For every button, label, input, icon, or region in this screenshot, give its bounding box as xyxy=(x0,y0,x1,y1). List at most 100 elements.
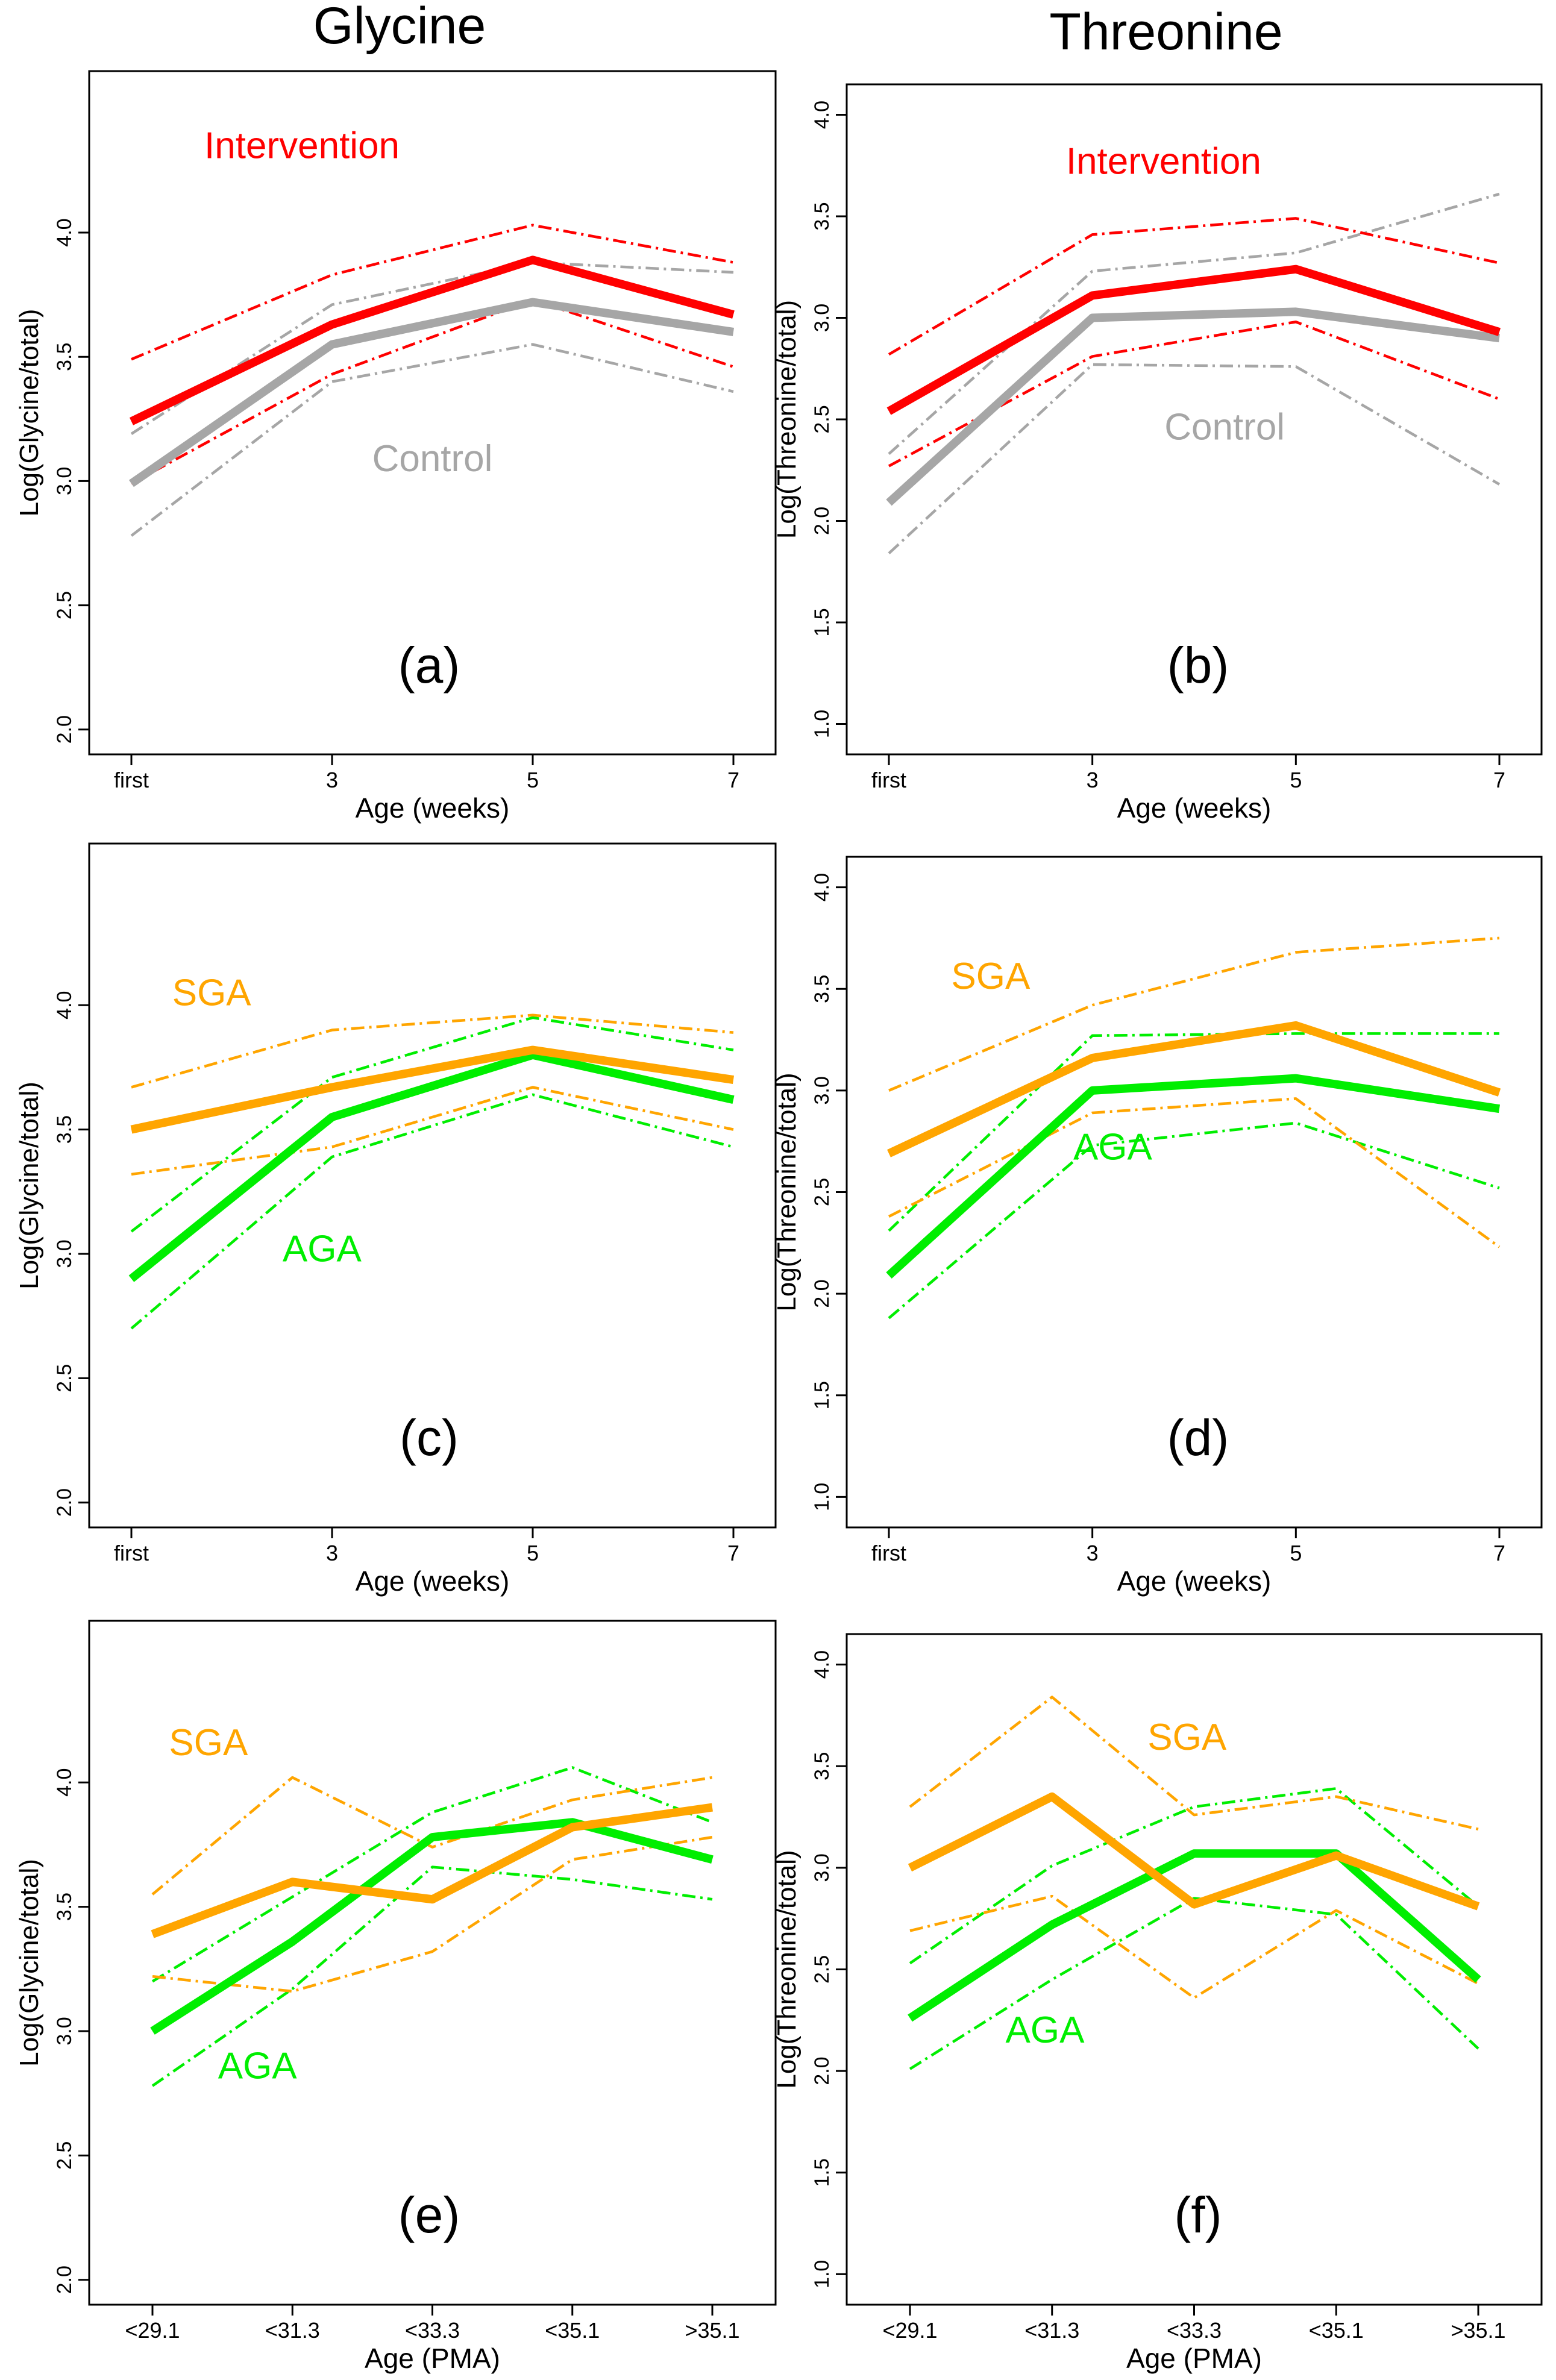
x-axis-title: Age (PMA) xyxy=(1126,2343,1262,2374)
series-aga-band xyxy=(909,1897,1479,2070)
column-title-threonine: Threonine xyxy=(1049,3,1282,61)
x-tick-label: 3 xyxy=(1087,1541,1099,1565)
series-aga-mean xyxy=(908,1849,1481,2022)
y-tick-label: 2.5 xyxy=(53,591,76,619)
series-aga-band xyxy=(130,1093,734,1330)
panel-label: (a) xyxy=(398,637,460,694)
series-sga-band xyxy=(131,1086,734,1176)
y-axis-title: Log(Glycine/total) xyxy=(14,309,44,517)
y-tick-label: 3.5 xyxy=(811,975,833,1003)
y-tick-label: 3.0 xyxy=(53,2017,76,2045)
annotation-sga: SGA xyxy=(169,1722,248,1764)
x-tick-label: 5 xyxy=(1290,768,1302,792)
series-sga-mean xyxy=(130,1045,735,1134)
y-tick-label: 3.0 xyxy=(53,467,76,495)
series-aga-mean xyxy=(128,1050,735,1282)
y-tick-label: 2.0 xyxy=(53,1488,76,1517)
annotation-aga: AGA xyxy=(218,2045,298,2087)
x-tick-label: <35.1 xyxy=(545,2318,600,2343)
y-tick-label: 2.0 xyxy=(53,2266,76,2294)
y-tick-label: 3.5 xyxy=(53,343,76,371)
x-tick-label: <31.3 xyxy=(265,2318,320,2343)
annotation-aga: AGA xyxy=(1005,2009,1085,2051)
annotation-control: Control xyxy=(1164,407,1285,448)
x-tick-label: first xyxy=(114,1541,149,1565)
annotation-control: Control xyxy=(372,438,493,480)
x-tick-label: >35.1 xyxy=(1451,2318,1505,2343)
annotation-intervention: Intervention xyxy=(204,125,400,166)
y-axis-title: Log(Threonine/total) xyxy=(772,300,802,539)
x-tick-label: 7 xyxy=(1493,768,1505,792)
panel-label: (d) xyxy=(1167,1409,1229,1466)
y-tick-label: 3.5 xyxy=(811,202,833,230)
series-intervention-band xyxy=(888,321,1500,468)
series-aga-mean xyxy=(150,1818,714,2035)
panels: 2.0 2.5 3.0 3.5 4.0 Log(Glycine/total) first 3 5… xyxy=(14,70,1543,2374)
annotation-aga: AGA xyxy=(283,1228,362,1270)
x-tick-label: 5 xyxy=(527,768,539,792)
series-control-band xyxy=(888,363,1501,555)
series-control-band xyxy=(888,192,1500,455)
y-tick-label: 4.0 xyxy=(53,218,76,246)
y-tick-label: 1.0 xyxy=(811,2260,833,2288)
y-tick-label: 1.5 xyxy=(811,608,833,636)
y-tick-label: 3.0 xyxy=(811,1076,833,1104)
y-tick-label: 2.5 xyxy=(811,1955,833,1984)
y-tick-label: 4.0 xyxy=(811,101,833,129)
y-tick-label: 2.5 xyxy=(53,1364,76,1392)
y-tick-label: 3.5 xyxy=(53,1115,76,1144)
x-tick-label: <29.1 xyxy=(125,2318,180,2343)
x-tick-label: <35.1 xyxy=(1309,2318,1364,2343)
series-sga-mean xyxy=(151,1803,713,1938)
x-tick-label: first xyxy=(114,768,149,792)
x-axis-title: Age (weeks) xyxy=(1117,1565,1272,1597)
y-tick-label: 2.0 xyxy=(811,1280,833,1308)
y-tick-label: 4.0 xyxy=(811,1650,833,1679)
series-sga-band xyxy=(909,1894,1479,1999)
x-tick-label: <33.3 xyxy=(1167,2318,1222,2343)
x-tick-label: <29.1 xyxy=(882,2318,937,2343)
series-aga-band xyxy=(151,1766,713,1983)
y-axis-title: Log(Glycine/total) xyxy=(14,1859,44,2067)
y-tick-label: 4.0 xyxy=(53,1768,76,1797)
y-tick-label: 2.5 xyxy=(53,2141,76,2170)
series-intervention-band xyxy=(131,224,734,361)
y-tick-label: 2.5 xyxy=(811,1178,833,1206)
y-tick-label: 4.0 xyxy=(811,873,833,901)
x-tick-label: <31.3 xyxy=(1024,2318,1079,2343)
y-tick-label: 1.0 xyxy=(811,710,833,738)
x-tick-label: first xyxy=(871,1541,906,1565)
series-sga-band xyxy=(152,1835,713,1993)
y-tick-label: 2.0 xyxy=(811,507,833,535)
y-tick-label: 3.5 xyxy=(811,1752,833,1780)
series-control-mean xyxy=(129,298,735,487)
panel-label: (b) xyxy=(1167,637,1229,694)
x-tick-label: first xyxy=(871,768,906,792)
y-tick-label: 2.0 xyxy=(811,2057,833,2085)
series-sga-band xyxy=(151,1776,713,1896)
y-tick-label: 4.0 xyxy=(53,991,76,1019)
series-sga-band xyxy=(888,1097,1501,1248)
x-axis-title: Age (PMA) xyxy=(365,2343,500,2374)
x-axis-title: Age (weeks) xyxy=(356,792,510,824)
panel-d: 1.0 1.5 2.0 2.5 3.0 3.5 4.0 Log(Threonine/total… xyxy=(772,856,1543,1597)
x-tick-label: >35.1 xyxy=(685,2318,739,2343)
x-axis-title: Age (weeks) xyxy=(1117,792,1272,824)
x-tick-label: 3 xyxy=(326,1541,338,1565)
panel-c: 2.0 2.5 3.0 3.5 4.0 Log(Glycine/total) first 3 5… xyxy=(14,842,777,1597)
series-control-mean xyxy=(886,307,1500,506)
series-intervention-band xyxy=(888,217,1500,356)
x-tick-label: 5 xyxy=(527,1541,539,1565)
panel-e: 2.0 2.5 3.0 3.5 4.0 Log(Glycine/total) <29.1 <3… xyxy=(14,1620,777,2374)
y-tick-label: 3.5 xyxy=(53,1893,76,1921)
x-tick-label: 3 xyxy=(326,768,338,792)
x-tick-label: 7 xyxy=(727,1541,739,1565)
annotation-intervention: Intervention xyxy=(1066,140,1261,182)
y-tick-label: 1.5 xyxy=(811,2158,833,2187)
panel-label: (c) xyxy=(400,1409,459,1466)
y-axis-title: Log(Glycine/total) xyxy=(14,1082,44,1289)
panel-b: 1.0 1.5 2.0 2.5 3.0 3.5 4.0 Log(Threonine/total… xyxy=(772,83,1543,824)
x-axis-title: Age (weeks) xyxy=(356,1565,510,1597)
annotation-aga: AGA xyxy=(1073,1127,1153,1168)
